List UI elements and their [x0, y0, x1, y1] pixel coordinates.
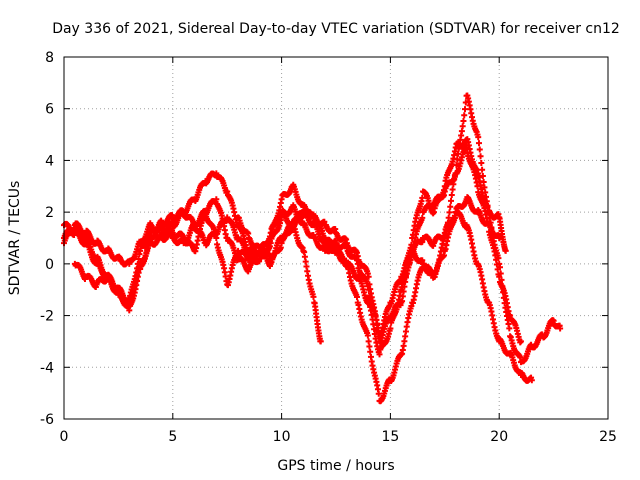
data-point: [461, 112, 468, 119]
data-point: [365, 338, 372, 345]
series-trace-2: [61, 92, 564, 366]
data-point: [419, 194, 426, 201]
data-point: [441, 183, 448, 190]
data-point: [517, 338, 524, 345]
y-tick-label: 8: [45, 50, 54, 66]
x-axis-label: GPS time / hours: [277, 458, 394, 474]
data-point: [476, 146, 483, 153]
data-point: [451, 214, 458, 221]
data-point: [445, 214, 452, 221]
data-point: [496, 235, 503, 241]
data-point: [367, 348, 374, 355]
y-tick-label: -4: [40, 360, 54, 376]
data-point: [374, 327, 381, 334]
x-tick-label: 10: [273, 429, 291, 445]
data-point: [126, 299, 133, 306]
data-point: [557, 325, 564, 332]
data-point: [364, 332, 371, 339]
series-trace-4: [71, 207, 535, 405]
plot-frame: [63, 56, 609, 420]
data-point: [375, 390, 382, 397]
data-point: [375, 333, 382, 340]
y-tick-label: -6: [40, 412, 54, 428]
x-tick-label: 15: [381, 429, 399, 445]
data-point: [477, 153, 484, 160]
data-point: [478, 160, 485, 167]
x-tick-label: 5: [168, 429, 177, 445]
data-point: [496, 273, 503, 280]
data-point: [474, 183, 481, 190]
data-point: [448, 197, 455, 204]
y-tick-label: 2: [45, 205, 54, 221]
data-point: [462, 106, 469, 113]
data-point: [506, 325, 513, 332]
data-point: [446, 209, 453, 216]
data-point: [528, 377, 535, 384]
data-point: [479, 173, 486, 180]
data-points: [61, 92, 564, 405]
data-point: [310, 293, 317, 300]
data-point: [449, 186, 456, 193]
data-point: [213, 235, 220, 241]
data-point: [479, 166, 486, 173]
data-point: [365, 273, 372, 280]
y-tick-label: 0: [45, 257, 54, 273]
data-point: [317, 338, 324, 345]
data-point: [353, 293, 360, 300]
data-point: [447, 203, 454, 210]
data-point: [408, 241, 415, 248]
data-point: [419, 214, 426, 221]
y-tick-label: -2: [40, 309, 54, 325]
data-point: [485, 222, 492, 229]
chart-title: Day 336 of 2021, Sidereal Day-to-day VTE…: [52, 21, 620, 37]
series-trace-6: [398, 136, 509, 293]
data-point: [387, 325, 394, 332]
data-point: [460, 118, 467, 125]
data-point: [475, 140, 482, 147]
y-tick-label: 4: [45, 153, 54, 169]
y-axis-label: SDTVAR / TECUs: [7, 181, 23, 296]
data-point: [366, 343, 373, 350]
x-tick-label: 0: [60, 429, 69, 445]
x-tick-label: 20: [490, 429, 508, 445]
y-tick-label: 6: [45, 102, 54, 118]
data-point: [475, 134, 482, 141]
data-point: [448, 192, 455, 199]
x-tick-label: 25: [599, 429, 617, 445]
data-point: [502, 247, 509, 254]
ticks: 0 5 10 15 20 25 -6 -4 -2 0 2 4 6 8: [40, 50, 617, 445]
series-trace-5: [235, 144, 524, 358]
data-point: [459, 123, 466, 130]
